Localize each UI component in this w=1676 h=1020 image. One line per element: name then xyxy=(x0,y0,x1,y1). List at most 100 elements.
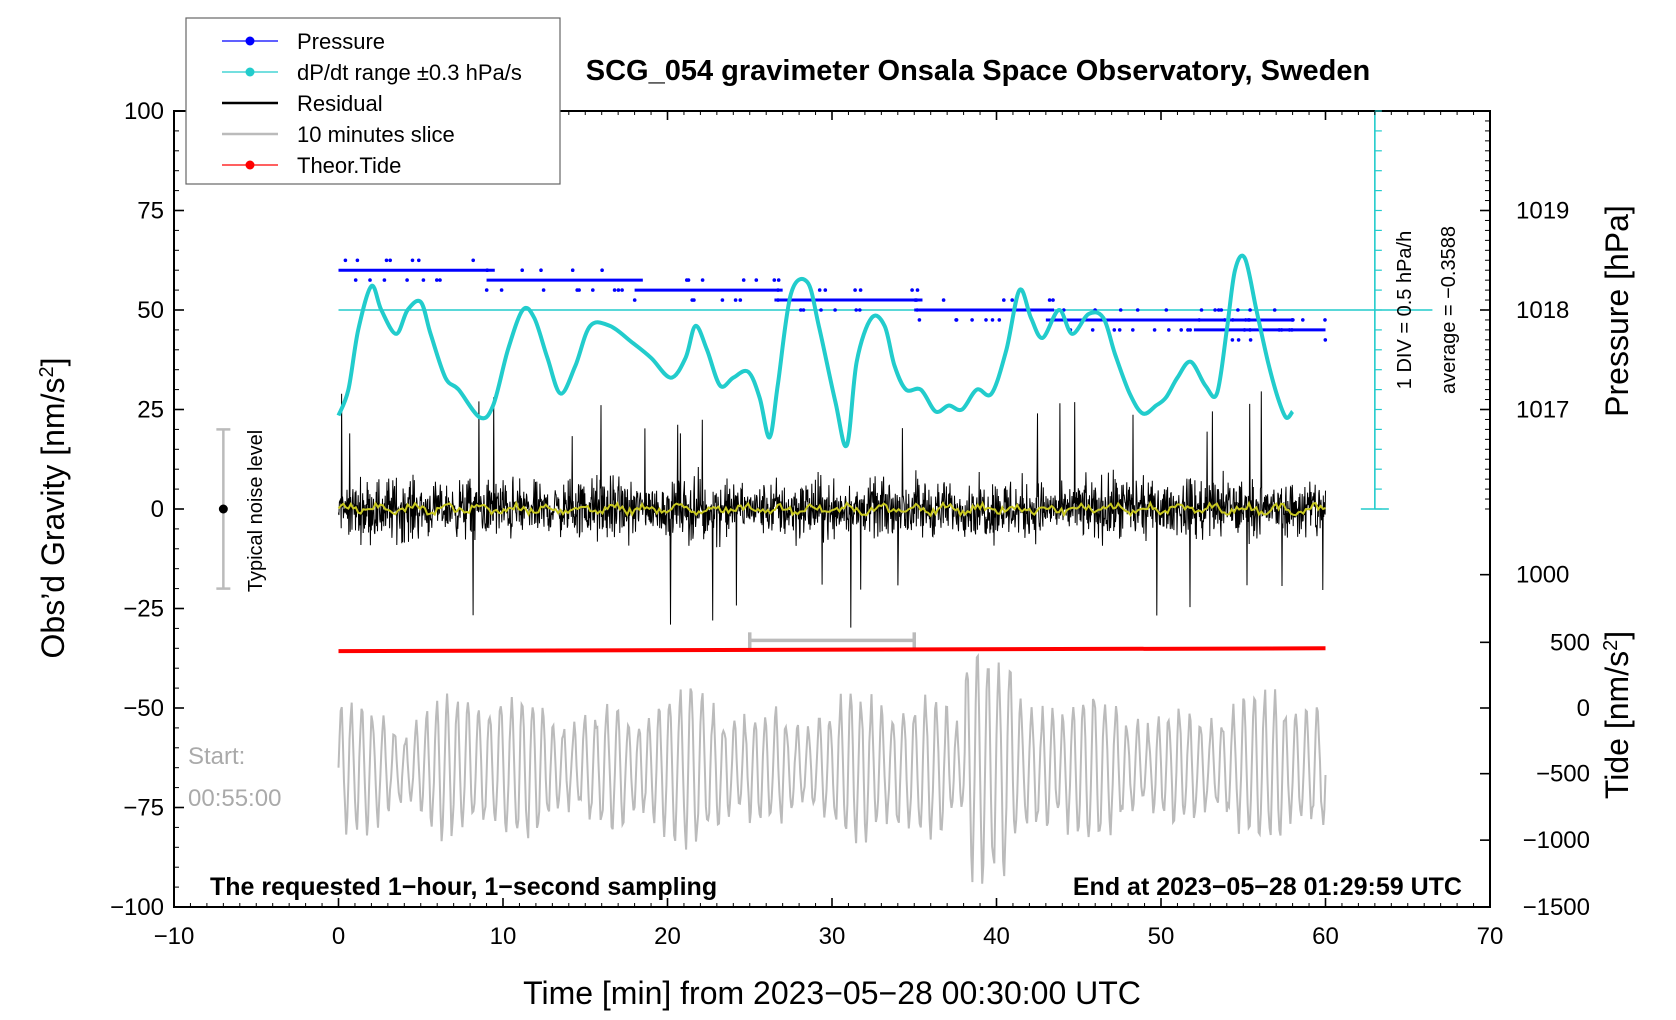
pressure-dot xyxy=(754,278,759,282)
pressure-dot xyxy=(910,288,914,292)
pressure-dot xyxy=(1135,308,1140,312)
legend-label: 10 minutes slice xyxy=(297,122,455,147)
tide-tick-label: −1000 xyxy=(1523,827,1590,854)
pressure-dot xyxy=(499,288,504,292)
pressure-dot xyxy=(620,288,624,292)
pressure-dot xyxy=(435,278,439,282)
pressure-dot xyxy=(1222,318,1227,322)
pressure-dot xyxy=(388,258,393,263)
pressure-dot xyxy=(1216,308,1221,312)
y-axis-title-pressure: Pressure [hPa] xyxy=(1599,205,1635,417)
x-tick-label: 0 xyxy=(332,923,345,950)
legend: Pressure dP/dt range ±0.3 hPa/s Residual 10… xyxy=(185,17,561,185)
pressure-dot xyxy=(1272,308,1277,312)
y-left-tick-label: −100 xyxy=(110,894,164,921)
pressure-dot xyxy=(819,308,823,312)
pressure-dot xyxy=(1219,308,1224,312)
div-label: 1 DIV = 0.5 hPa/h xyxy=(1394,231,1416,389)
tide-tick-label: 0 xyxy=(1577,695,1590,722)
pressure-dot xyxy=(858,308,862,312)
pressure-dot xyxy=(1231,318,1235,322)
x-tick-label: 50 xyxy=(1148,923,1175,950)
x-tick-label: 40 xyxy=(983,923,1010,950)
pressure-dot xyxy=(1112,328,1117,332)
pressure-dot xyxy=(417,258,421,263)
pressure-dot xyxy=(823,288,828,292)
pressure-dot xyxy=(1010,298,1014,302)
pressure-dot xyxy=(520,268,524,273)
pressure-tick-label: 1017 xyxy=(1516,397,1569,424)
noise-level-label: Typical noise level xyxy=(245,430,267,592)
pressure-tick-label: 1019 xyxy=(1516,198,1569,225)
noise-level-dot xyxy=(218,504,228,514)
pressure-dot xyxy=(368,278,372,282)
y-left-tick-label: 25 xyxy=(137,397,164,424)
x-tick-label: 70 xyxy=(1477,923,1504,950)
pressure-dot xyxy=(970,318,974,322)
legend-box xyxy=(185,17,561,185)
pressure-dot xyxy=(799,308,803,312)
y-left-tick-label: −50 xyxy=(123,695,164,722)
pressure-dot xyxy=(405,278,409,282)
pressure-dot xyxy=(1213,308,1217,312)
y-left-tick-label: −75 xyxy=(123,795,164,822)
pressure-dot xyxy=(632,298,637,302)
pressure-dot xyxy=(1090,328,1095,332)
pressure-dot xyxy=(692,298,696,302)
pressure-dot xyxy=(733,298,738,302)
pressure-dot xyxy=(485,268,490,273)
y-axis-title-left: Obs’d Gravity [nm/s2] xyxy=(35,358,71,659)
x-tick-label: 20 xyxy=(654,923,681,950)
legend-label: Theor.Tide xyxy=(297,153,401,178)
pressure-dot xyxy=(600,268,604,273)
y-left-tick-label: 0 xyxy=(151,496,164,523)
pressure-dot xyxy=(382,278,387,282)
residual-series-line xyxy=(338,391,1326,628)
pressure-dot xyxy=(570,268,575,273)
tide-tick-label: 500 xyxy=(1550,629,1590,656)
pressure-dot xyxy=(1199,308,1204,312)
pressure-dot xyxy=(776,288,780,292)
pressure-dot xyxy=(833,308,837,312)
pressure-dot xyxy=(1291,318,1295,322)
pressure-dot xyxy=(1236,308,1240,312)
pressure-dot xyxy=(539,268,543,273)
tide-tick-label: −1500 xyxy=(1523,894,1590,921)
pressure-dot xyxy=(1246,318,1251,322)
pressure-dot xyxy=(438,278,442,282)
pressure-dot xyxy=(1179,328,1183,332)
pressure-dot xyxy=(1117,328,1122,332)
pressure-dot xyxy=(612,288,617,292)
pressure-dot xyxy=(1002,298,1006,302)
pressure-dot xyxy=(914,298,919,302)
pressure-dot xyxy=(990,318,995,322)
pressure-dot xyxy=(941,298,946,302)
pressure-dot xyxy=(1323,318,1327,322)
y-left-tick-label: 75 xyxy=(137,198,164,225)
pressure-dot xyxy=(1301,318,1305,322)
pressure-dot xyxy=(858,288,863,292)
legend-marker xyxy=(245,67,255,77)
average-label: average = −0.3588 xyxy=(1438,226,1460,394)
pressure-dot xyxy=(1197,318,1201,322)
pressure-dot xyxy=(471,258,476,263)
pressure-dot xyxy=(353,278,358,282)
pressure-dot xyxy=(384,258,389,263)
x-tick-label: 60 xyxy=(1312,923,1339,950)
pressure-dot xyxy=(954,318,959,322)
pressure-dot xyxy=(1230,338,1235,342)
legend-marker xyxy=(245,160,255,170)
pressure-dot xyxy=(1167,328,1171,332)
x-tick-label: −10 xyxy=(154,923,195,950)
pressure-dot xyxy=(854,308,858,312)
legend-label: Residual xyxy=(297,91,383,116)
y-left-tick-label: −25 xyxy=(123,596,164,623)
pressure-dot xyxy=(410,258,415,263)
pressure-dot xyxy=(1236,338,1241,342)
legend-label: dP/dt range ±0.3 hPa/s xyxy=(297,60,522,85)
y-left-tick-label: 50 xyxy=(137,297,164,324)
pressure-dot xyxy=(984,318,988,322)
pressure-dot xyxy=(801,308,806,312)
pressure-dot xyxy=(484,288,489,292)
